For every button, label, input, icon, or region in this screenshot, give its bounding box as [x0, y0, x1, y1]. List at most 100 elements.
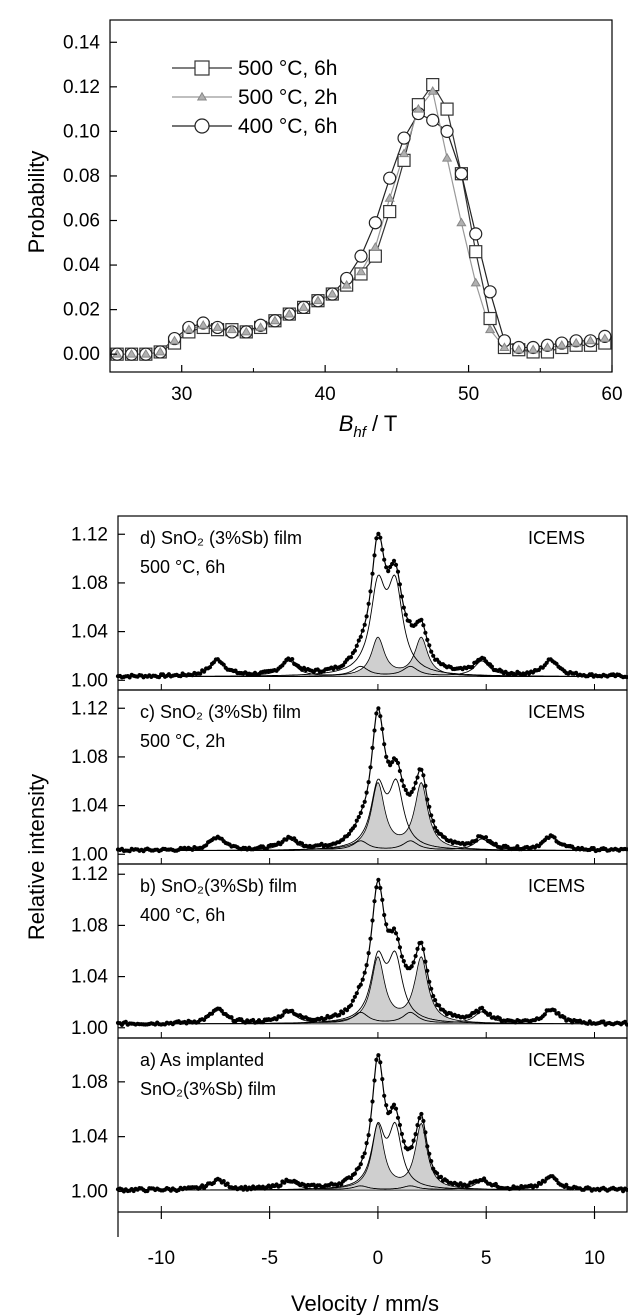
y-tick-label: 1.04: [71, 1127, 108, 1148]
data-point-triangle: [298, 302, 309, 311]
data-point: [354, 991, 359, 996]
data-point-triangle: [112, 348, 123, 358]
data-point-triangle: [269, 315, 281, 325]
data-point-circle: [354, 249, 368, 263]
data-point: [411, 786, 416, 791]
data-point: [229, 1015, 234, 1020]
data-point-triangle: [585, 335, 596, 345]
panel-method-label: ICEMS: [528, 1050, 585, 1070]
data-point: [311, 1182, 316, 1187]
data-point: [423, 630, 428, 635]
data-point-triangle: [284, 308, 295, 318]
data-point: [376, 877, 381, 882]
legend: 500 °C, 6h 500 °C, 2h 400 °C, 6h: [172, 57, 337, 138]
data-point: [360, 977, 365, 982]
data-point: [374, 536, 379, 541]
data-point: [366, 1133, 371, 1138]
data-point: [374, 885, 379, 890]
data-point: [554, 1177, 559, 1183]
data-point: [366, 951, 371, 956]
data-point: [423, 783, 428, 789]
panel-sample-label: d) SnO₂ (3%Sb) film: [140, 528, 302, 548]
data-point-circle: [383, 171, 397, 185]
data-point-triangle: [556, 340, 567, 349]
data-point: [382, 912, 387, 918]
y-tick-label: 1.04: [71, 622, 108, 643]
data-point: [378, 885, 383, 891]
data-point: [388, 564, 393, 570]
data-point: [393, 931, 399, 936]
data-point: [413, 780, 418, 786]
x-tick-label: -5: [261, 1248, 278, 1269]
data-point: [198, 671, 203, 676]
data-point: [395, 1115, 401, 1120]
data-point: [427, 979, 432, 984]
data-point: [348, 1176, 354, 1181]
y-tick-label: 0.10: [63, 121, 100, 142]
data-point: [368, 936, 373, 941]
data-point: [476, 1010, 481, 1015]
data-point: [376, 1053, 381, 1058]
x-tick-label: 30: [171, 384, 192, 405]
x-tick-label: -10: [148, 1248, 175, 1269]
data-point: [376, 706, 381, 711]
data-point: [429, 649, 434, 654]
data-point: [397, 582, 402, 587]
legend-label: 400 °C, 6h: [238, 115, 337, 138]
panel-frame: [117, 1037, 628, 1213]
data-point: [421, 947, 426, 952]
data-point: [413, 1132, 418, 1137]
data-point: [278, 1183, 283, 1188]
legend-label: 500 °C, 2h: [238, 86, 337, 109]
data-point-triangle: [140, 348, 151, 358]
data-point: [556, 1011, 561, 1016]
data-point: [401, 1139, 406, 1144]
data-point: [346, 831, 352, 837]
y-tick-label: 1.00: [71, 844, 108, 865]
data-point: [403, 612, 408, 617]
data-point-triangle: [355, 266, 367, 276]
data-point-circle: [454, 167, 468, 181]
data-point: [372, 728, 377, 733]
data-point: [366, 780, 371, 785]
data-point: [211, 1180, 216, 1185]
data-point: [407, 619, 412, 624]
panel-sample-label: a) As implanted: [140, 1050, 264, 1070]
data-point: [386, 759, 391, 764]
data-point-triangle: [513, 344, 524, 354]
mossbauer-spectra-chart: 1.00 1.04 1.08 1.12 d) SnO₂ (3%Sb) film 500 °…: [24, 515, 628, 1315]
y-tick-label: 1.12: [71, 524, 108, 545]
data-point: [395, 760, 401, 766]
data-point: [362, 1151, 367, 1156]
data-point: [348, 655, 354, 660]
data-point: [382, 742, 387, 747]
doublet-component-shaded: [117, 781, 628, 851]
data-point: [470, 665, 475, 670]
data-point: [534, 1184, 540, 1189]
data-point: [601, 1019, 606, 1024]
data-point-square: [483, 311, 497, 326]
data-point: [482, 1176, 487, 1181]
panel-method-label: ICEMS: [528, 528, 585, 548]
data-point: [356, 1165, 361, 1170]
series-line: [117, 89, 605, 355]
data-point: [221, 1179, 226, 1184]
data-point: [354, 818, 359, 823]
data-point: [431, 653, 436, 658]
data-point-triangle: [427, 86, 438, 95]
panel-condition-label: SnO₂(3%Sb) film: [140, 1079, 276, 1099]
y-tick-label: 1.08: [71, 915, 108, 936]
data-point-square: [194, 60, 210, 76]
data-point-circle: [194, 118, 210, 134]
data-point: [358, 1162, 363, 1167]
panel-sample-label: c) SnO₂ (3%Sb) film: [140, 702, 301, 722]
data-point: [413, 953, 418, 959]
data-point: [544, 660, 549, 665]
data-point: [221, 662, 226, 667]
data-point: [354, 643, 359, 648]
data-point: [384, 922, 389, 927]
data-point: [380, 897, 385, 903]
data-point-triangle: [327, 288, 338, 298]
data-point: [378, 1060, 383, 1065]
